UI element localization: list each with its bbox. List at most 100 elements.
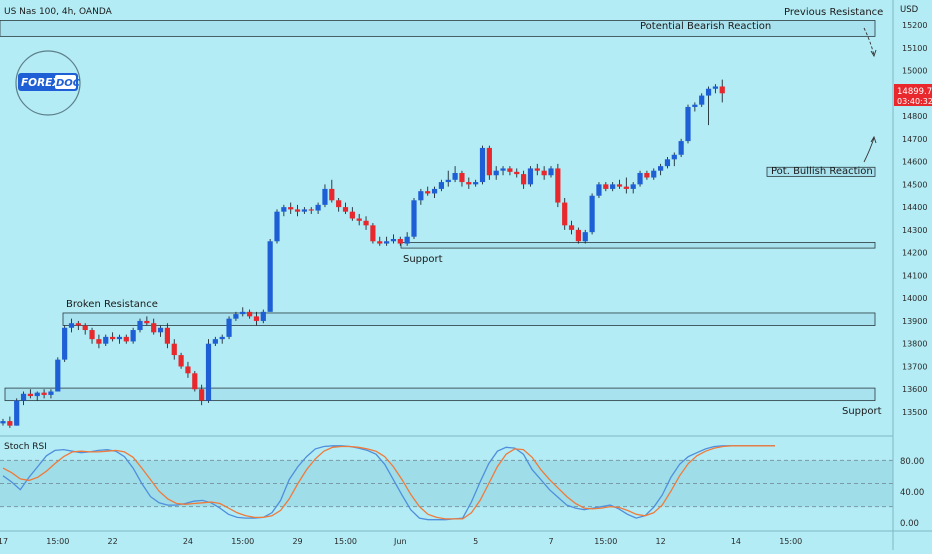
candle[interactable] xyxy=(308,207,314,214)
candle[interactable] xyxy=(14,398,20,426)
candle[interactable] xyxy=(329,179,335,203)
candle[interactable] xyxy=(452,166,458,183)
candle[interactable] xyxy=(349,207,355,221)
candle[interactable] xyxy=(603,182,609,192)
candle[interactable] xyxy=(55,357,61,392)
candle[interactable] xyxy=(199,384,205,406)
candle[interactable] xyxy=(20,391,27,406)
candle[interactable] xyxy=(699,93,705,107)
last-price-badge[interactable]: 14899.7 03:40:32 xyxy=(894,84,932,106)
candle[interactable] xyxy=(288,202,294,214)
candle[interactable] xyxy=(27,389,33,399)
zone-support-low[interactable] xyxy=(4,387,876,402)
candle[interactable] xyxy=(75,320,81,331)
candle[interactable] xyxy=(116,334,123,344)
candle[interactable] xyxy=(610,182,616,192)
candle[interactable] xyxy=(719,79,725,103)
candle[interactable] xyxy=(62,325,68,362)
candle[interactable] xyxy=(596,182,602,199)
candle[interactable] xyxy=(685,104,691,144)
candle[interactable] xyxy=(342,202,349,214)
candle[interactable] xyxy=(582,229,588,244)
candle[interactable] xyxy=(7,416,13,428)
candle[interactable] xyxy=(411,198,417,239)
candle[interactable] xyxy=(226,316,232,340)
candle[interactable] xyxy=(68,318,75,333)
candle[interactable] xyxy=(534,163,540,176)
candle[interactable] xyxy=(623,177,629,194)
candle[interactable] xyxy=(212,336,218,346)
candle[interactable] xyxy=(637,170,643,187)
candle[interactable] xyxy=(459,170,465,187)
candle[interactable] xyxy=(616,179,623,189)
candle[interactable] xyxy=(192,371,198,392)
candle[interactable] xyxy=(185,361,191,378)
candle[interactable] xyxy=(123,334,129,344)
candle[interactable] xyxy=(418,188,424,205)
candle[interactable] xyxy=(644,170,650,180)
zone-broken-resistance[interactable] xyxy=(62,312,876,326)
candle[interactable] xyxy=(548,166,554,178)
candle[interactable] xyxy=(301,207,307,214)
candle[interactable] xyxy=(247,309,253,319)
candle[interactable] xyxy=(562,198,568,230)
candle[interactable] xyxy=(130,327,136,344)
candle[interactable] xyxy=(541,166,547,180)
candle[interactable] xyxy=(589,193,595,235)
candle[interactable] xyxy=(651,168,657,180)
candle[interactable] xyxy=(514,168,520,178)
candle[interactable] xyxy=(281,204,287,217)
candle[interactable] xyxy=(630,182,636,194)
zone-potential-bearish-reaction[interactable] xyxy=(0,20,876,37)
candle[interactable] xyxy=(253,311,260,326)
zone-support-mid[interactable] xyxy=(400,242,876,249)
candle[interactable] xyxy=(205,339,212,403)
candle[interactable] xyxy=(431,186,438,199)
candle[interactable] xyxy=(397,236,403,246)
candle[interactable] xyxy=(219,334,225,344)
candle[interactable] xyxy=(103,334,109,346)
candle[interactable] xyxy=(363,216,369,230)
candle[interactable] xyxy=(294,204,301,217)
candle[interactable] xyxy=(473,179,479,187)
candle[interactable] xyxy=(445,170,451,187)
candle[interactable] xyxy=(137,318,143,333)
candle[interactable] xyxy=(678,138,684,158)
candle[interactable] xyxy=(356,213,362,226)
price-axis[interactable]: 1520015100150001490014800147001460014500… xyxy=(902,21,927,417)
candle[interactable] xyxy=(377,236,383,246)
candle[interactable] xyxy=(157,325,164,337)
candle[interactable] xyxy=(390,234,397,244)
candle[interactable] xyxy=(41,389,47,399)
candle[interactable] xyxy=(527,166,534,187)
candle[interactable] xyxy=(486,145,492,180)
candle[interactable] xyxy=(240,307,246,317)
candle[interactable] xyxy=(671,152,677,167)
candle[interactable] xyxy=(164,323,170,349)
candle[interactable] xyxy=(384,236,390,246)
candle[interactable] xyxy=(260,309,266,324)
candle[interactable] xyxy=(712,84,718,94)
candle[interactable] xyxy=(315,202,321,214)
candle[interactable] xyxy=(336,198,342,212)
candle[interactable] xyxy=(568,220,575,235)
candle[interactable] xyxy=(110,332,116,342)
candle[interactable] xyxy=(692,102,698,112)
candle[interactable] xyxy=(233,311,239,321)
candle[interactable] xyxy=(370,223,376,244)
candle[interactable] xyxy=(500,166,506,176)
candle[interactable] xyxy=(705,86,712,126)
candle[interactable] xyxy=(274,209,280,244)
candle[interactable] xyxy=(144,316,150,326)
candle[interactable] xyxy=(575,227,581,244)
candle[interactable] xyxy=(82,323,88,335)
candle[interactable] xyxy=(555,163,561,208)
candle[interactable] xyxy=(507,166,513,176)
candle[interactable] xyxy=(425,186,431,196)
candle[interactable] xyxy=(96,334,102,349)
candle[interactable] xyxy=(267,238,273,312)
candle[interactable] xyxy=(438,179,444,192)
candle[interactable] xyxy=(89,327,95,344)
candle[interactable] xyxy=(0,418,6,426)
